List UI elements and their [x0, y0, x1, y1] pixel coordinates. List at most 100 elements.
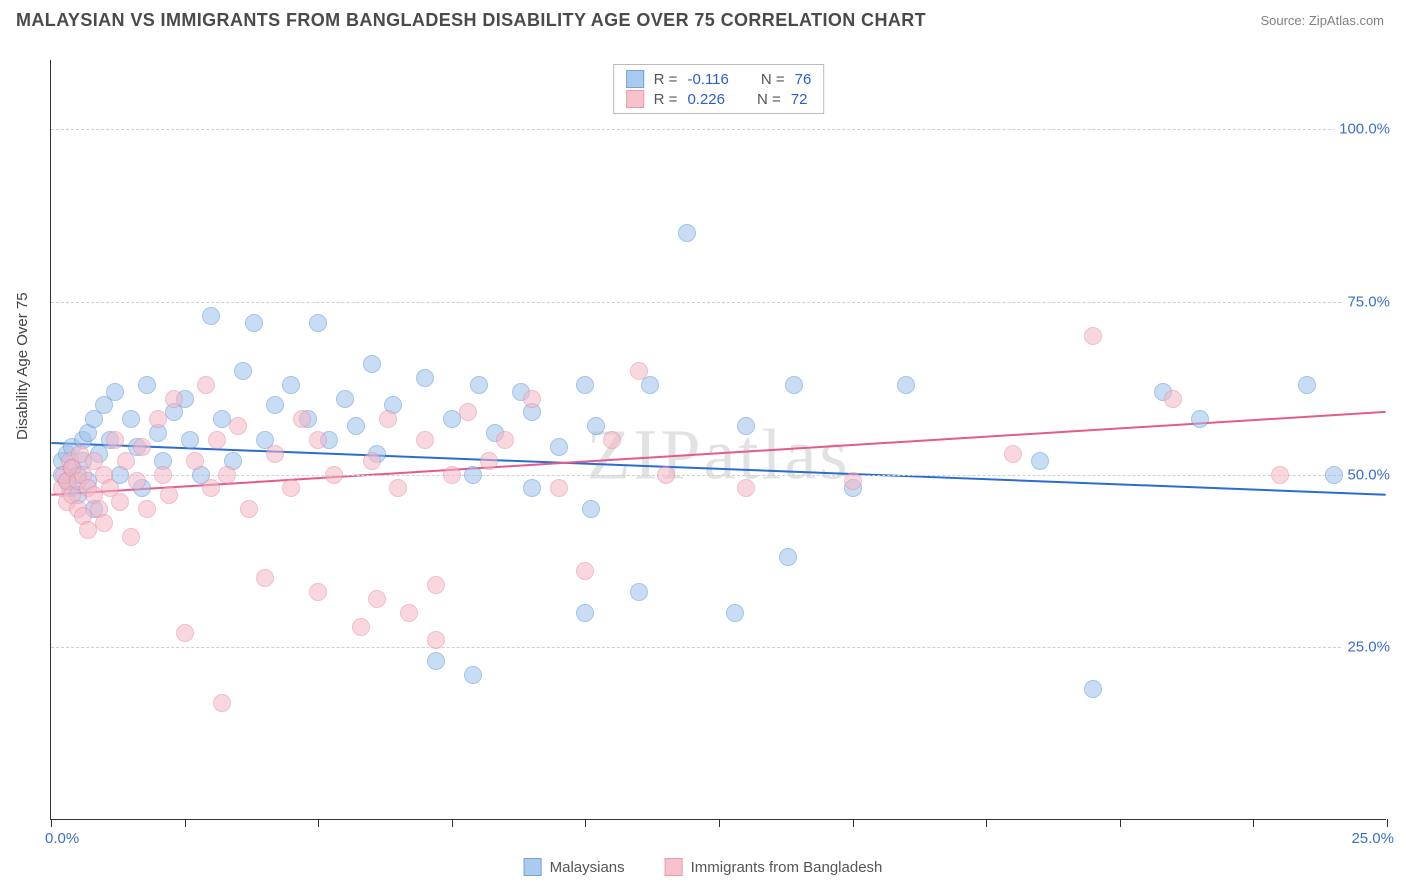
r-label: R =: [654, 91, 678, 108]
trend-line-malaysians: [51, 443, 1385, 495]
scatter-point-bangladesh: [154, 466, 172, 484]
swatch-series1: [626, 70, 644, 88]
scatter-point-bangladesh: [165, 390, 183, 408]
x-tick: [1387, 819, 1388, 827]
x-tick: [1120, 819, 1121, 827]
scatter-point-malaysians: [582, 500, 600, 518]
scatter-point-bangladesh: [496, 431, 514, 449]
stats-row-series2: R = 0.226 N = 72: [626, 89, 812, 109]
scatter-point-bangladesh: [443, 466, 461, 484]
scatter-point-malaysians: [1298, 376, 1316, 394]
scatter-point-malaysians: [1325, 466, 1343, 484]
scatter-point-malaysians: [347, 417, 365, 435]
scatter-point-bangladesh: [309, 431, 327, 449]
scatter-point-malaysians: [202, 307, 220, 325]
scatter-point-bangladesh: [282, 479, 300, 497]
scatter-point-bangladesh: [325, 466, 343, 484]
y-tick-label: 50.0%: [1343, 466, 1394, 483]
scatter-point-malaysians: [416, 369, 434, 387]
scatter-point-malaysians: [309, 314, 327, 332]
scatter-point-bangladesh: [368, 590, 386, 608]
n-value-series2: 72: [791, 91, 808, 108]
scatter-point-malaysians: [630, 583, 648, 601]
scatter-point-bangladesh: [138, 500, 156, 518]
scatter-point-bangladesh: [197, 376, 215, 394]
scatter-point-malaysians: [234, 362, 252, 380]
scatter-point-bangladesh: [160, 486, 178, 504]
x-label-max: 25.0%: [1351, 830, 1394, 847]
swatch-series2: [626, 90, 644, 108]
scatter-point-bangladesh: [400, 604, 418, 622]
scatter-point-malaysians: [576, 376, 594, 394]
scatter-point-malaysians: [245, 314, 263, 332]
scatter-point-bangladesh: [844, 472, 862, 490]
scatter-point-bangladesh: [229, 417, 247, 435]
x-tick: [719, 819, 720, 827]
grid-line: [51, 647, 1386, 648]
scatter-point-bangladesh: [111, 493, 129, 511]
scatter-point-malaysians: [266, 396, 284, 414]
scatter-point-malaysians: [181, 431, 199, 449]
legend-swatch-series1: [524, 858, 542, 876]
x-tick: [585, 819, 586, 827]
scatter-point-bangladesh: [133, 438, 151, 456]
x-tick: [986, 819, 987, 827]
scatter-point-bangladesh: [603, 431, 621, 449]
scatter-point-bangladesh: [122, 528, 140, 546]
legend-swatch-series2: [665, 858, 683, 876]
y-tick-label: 100.0%: [1335, 121, 1394, 138]
scatter-point-bangladesh: [459, 403, 477, 421]
scatter-point-bangladesh: [208, 431, 226, 449]
scatter-point-malaysians: [464, 466, 482, 484]
legend-item-series1: Malaysians: [524, 858, 625, 876]
scatter-point-malaysians: [897, 376, 915, 394]
scatter-point-bangladesh: [213, 694, 231, 712]
scatter-point-bangladesh: [202, 479, 220, 497]
scatter-point-malaysians: [363, 355, 381, 373]
x-label-min: 0.0%: [45, 830, 79, 847]
legend: Malaysians Immigrants from Bangladesh: [524, 858, 883, 876]
r-value-series1: -0.116: [687, 71, 728, 88]
scatter-point-bangladesh: [352, 618, 370, 636]
scatter-point-bangladesh: [416, 431, 434, 449]
scatter-point-malaysians: [470, 376, 488, 394]
x-tick: [318, 819, 319, 827]
scatter-point-bangladesh: [550, 479, 568, 497]
scatter-point-malaysians: [785, 376, 803, 394]
scatter-point-bangladesh: [266, 445, 284, 463]
scatter-point-malaysians: [1031, 452, 1049, 470]
scatter-point-malaysians: [138, 376, 156, 394]
scatter-point-malaysians: [726, 604, 744, 622]
grid-line: [51, 475, 1386, 476]
scatter-point-bangladesh: [1084, 327, 1102, 345]
scatter-point-bangladesh: [427, 576, 445, 594]
r-value-series2: 0.226: [687, 91, 725, 108]
trend-lines: [51, 60, 1386, 819]
grid-line: [51, 129, 1386, 130]
scatter-point-bangladesh: [379, 410, 397, 428]
scatter-point-bangladesh: [1004, 445, 1022, 463]
scatter-point-bangladesh: [523, 390, 541, 408]
legend-label-series1: Malaysians: [550, 859, 625, 876]
r-label: R =: [654, 71, 678, 88]
scatter-point-bangladesh: [630, 362, 648, 380]
x-tick: [185, 819, 186, 827]
scatter-point-malaysians: [779, 548, 797, 566]
scatter-point-malaysians: [550, 438, 568, 456]
scatter-point-malaysians: [523, 479, 541, 497]
scatter-point-malaysians: [464, 666, 482, 684]
scatter-point-bangladesh: [95, 514, 113, 532]
trend-line-bangladesh: [51, 412, 1385, 495]
scatter-point-malaysians: [282, 376, 300, 394]
scatter-point-bangladesh: [149, 410, 167, 428]
n-value-series1: 76: [795, 71, 812, 88]
scatter-point-bangladesh: [363, 452, 381, 470]
watermark: ZIPatlas: [587, 413, 851, 496]
scatter-point-bangladesh: [117, 452, 135, 470]
scatter-point-bangladesh: [309, 583, 327, 601]
grid-line: [51, 302, 1386, 303]
scatter-point-malaysians: [336, 390, 354, 408]
y-tick-label: 75.0%: [1343, 293, 1394, 310]
scatter-point-malaysians: [737, 417, 755, 435]
chart-title: MALAYSIAN VS IMMIGRANTS FROM BANGLADESH …: [16, 10, 926, 31]
